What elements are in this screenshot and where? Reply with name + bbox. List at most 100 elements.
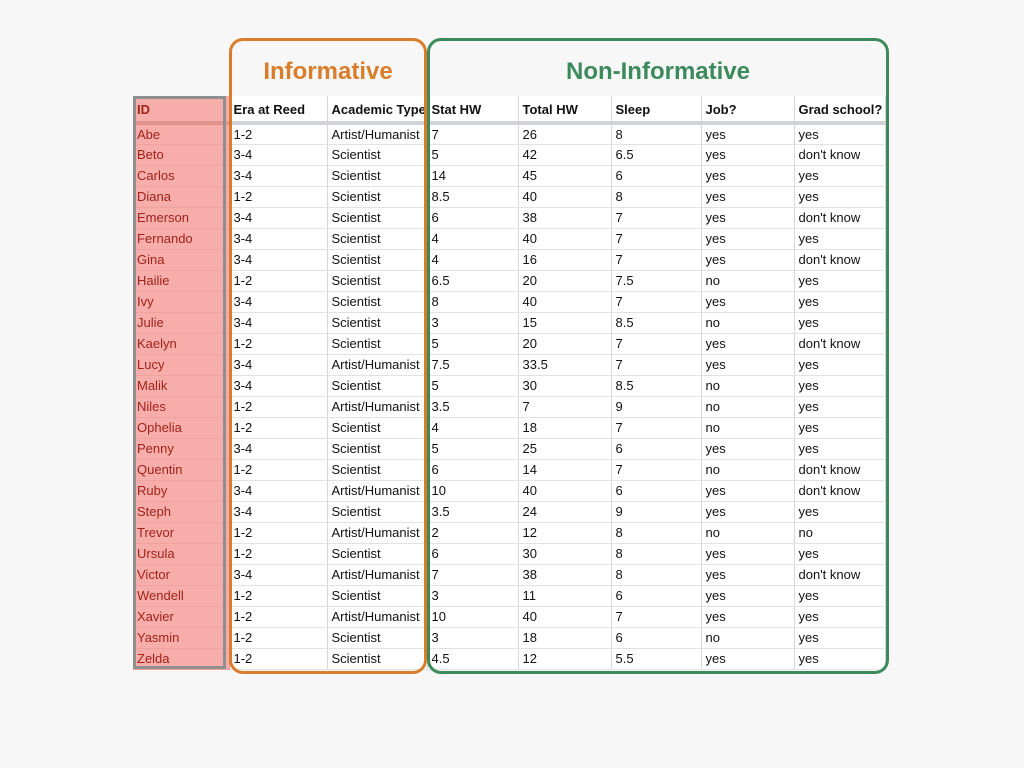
table-cell: 26: [518, 123, 612, 145]
table-cell: 7: [611, 291, 702, 313]
table-cell: 1-2: [229, 417, 328, 439]
table-row: Penny 3-4 Scientist 5 25 6 yes yes: [133, 438, 886, 460]
table-cell: 1-2: [229, 543, 328, 565]
table-cell: yes: [794, 270, 886, 292]
table-cell: no: [701, 396, 795, 418]
table-cell: 7: [611, 249, 702, 271]
table-cell: yes: [794, 606, 886, 628]
table-row: Quentin 1-2 Scientist 6 14 7 no don't know: [133, 459, 886, 481]
id-cell: Niles: [133, 396, 230, 418]
column-header: Era at Reed: [229, 96, 328, 125]
id-cell: Penny: [133, 438, 230, 460]
table-cell: Artist/Humanist: [327, 606, 428, 628]
table-cell: 3-4: [229, 501, 328, 523]
table-cell: Scientist: [327, 375, 428, 397]
table-cell: 3-4: [229, 207, 328, 229]
table-cell: don't know: [794, 249, 886, 271]
table-cell: 20: [518, 333, 612, 355]
table-cell: 7: [611, 207, 702, 229]
id-cell: Steph: [133, 501, 230, 523]
table-row: Wendell 1-2 Scientist 3 11 6 yes yes: [133, 585, 886, 607]
table-cell: 6: [427, 543, 519, 565]
table-cell: yes: [701, 501, 795, 523]
id-cell: Ursula: [133, 543, 230, 565]
table-cell: yes: [701, 165, 795, 187]
table-cell: yes: [701, 585, 795, 607]
table-cell: 3: [427, 627, 519, 649]
id-cell: Ophelia: [133, 417, 230, 439]
table-cell: no: [701, 459, 795, 481]
table-cell: Scientist: [327, 501, 428, 523]
table-cell: 30: [518, 543, 612, 565]
table-cell: 3-4: [229, 144, 328, 166]
table-cell: 5: [427, 438, 519, 460]
table-cell: yes: [701, 249, 795, 271]
table-cell: Artist/Humanist: [327, 564, 428, 586]
table-cell: no: [701, 417, 795, 439]
table-cell: no: [701, 522, 795, 544]
table-cell: Scientist: [327, 417, 428, 439]
table-cell: yes: [794, 291, 886, 313]
table-cell: 3-4: [229, 228, 328, 250]
table-row: Julie 3-4 Scientist 3 15 8.5 no yes: [133, 312, 886, 334]
table-row: Abe 1-2 Artist/Humanist 7 26 8 yes yes: [133, 123, 886, 145]
table-cell: yes: [794, 648, 886, 670]
table-cell: 8.5: [611, 312, 702, 334]
table-cell: 6: [611, 480, 702, 502]
id-cell: Gina: [133, 249, 230, 271]
table-cell: 1-2: [229, 606, 328, 628]
table-cell: Artist/Humanist: [327, 522, 428, 544]
table-cell: 3-4: [229, 312, 328, 334]
table-row: Steph 3-4 Scientist 3.5 24 9 yes yes: [133, 501, 886, 523]
table-cell: yes: [701, 123, 795, 145]
table-cell: yes: [701, 291, 795, 313]
table-cell: 8: [611, 123, 702, 145]
id-cell: Fernando: [133, 228, 230, 250]
table-cell: 7: [611, 333, 702, 355]
table-cell: yes: [701, 354, 795, 376]
informative-label: Informative: [263, 58, 393, 85]
table-cell: 8.5: [611, 375, 702, 397]
table-cell: don't know: [794, 480, 886, 502]
id-cell: Ivy: [133, 291, 230, 313]
table-cell: 5: [427, 144, 519, 166]
table-row: Malik 3-4 Scientist 5 30 8.5 no yes: [133, 375, 886, 397]
table-cell: 5.5: [611, 648, 702, 670]
table-cell: 1-2: [229, 648, 328, 670]
table-row: Yasmin 1-2 Scientist 3 18 6 no yes: [133, 627, 886, 649]
table-cell: 16: [518, 249, 612, 271]
table-row: Ruby 3-4 Artist/Humanist 10 40 6 yes don't know: [133, 480, 886, 502]
table-row: Diana 1-2 Scientist 8.5 40 8 yes yes: [133, 186, 886, 208]
table-cell: 1-2: [229, 627, 328, 649]
table-cell: 8: [611, 564, 702, 586]
table-cell: Scientist: [327, 270, 428, 292]
table-cell: 3-4: [229, 165, 328, 187]
column-header: Total HW: [518, 96, 612, 125]
column-header: Academic Type: [327, 96, 428, 125]
table-row: Xavier 1-2 Artist/Humanist 10 40 7 yes yes: [133, 606, 886, 628]
table-cell: Scientist: [327, 627, 428, 649]
table-cell: yes: [794, 375, 886, 397]
table-cell: 1-2: [229, 396, 328, 418]
table-cell: 3-4: [229, 249, 328, 271]
table-cell: Artist/Humanist: [327, 354, 428, 376]
table-cell: 40: [518, 228, 612, 250]
table-row: Ursula 1-2 Scientist 6 30 8 yes yes: [133, 543, 886, 565]
table-cell: 9: [611, 501, 702, 523]
table-row: Niles 1-2 Artist/Humanist 3.5 7 9 no yes: [133, 396, 886, 418]
table-cell: 9: [611, 396, 702, 418]
table-row: Fernando 3-4 Scientist 4 40 7 yes yes: [133, 228, 886, 250]
table-cell: 1-2: [229, 585, 328, 607]
table-cell: yes: [794, 123, 886, 145]
table-cell: no: [701, 375, 795, 397]
table-cell: 7: [611, 417, 702, 439]
id-cell: Zelda: [133, 648, 230, 670]
id-cell: Yasmin: [133, 627, 230, 649]
table-cell: 14: [427, 165, 519, 187]
table-cell: 3: [427, 585, 519, 607]
column-header: Job?: [701, 96, 795, 125]
table-body: Abe 1-2 Artist/Humanist 7 26 8 yes yes Beto 3-4 Sc…: [133, 123, 886, 670]
table-cell: 8: [611, 543, 702, 565]
table-cell: 40: [518, 480, 612, 502]
table-cell: yes: [794, 417, 886, 439]
